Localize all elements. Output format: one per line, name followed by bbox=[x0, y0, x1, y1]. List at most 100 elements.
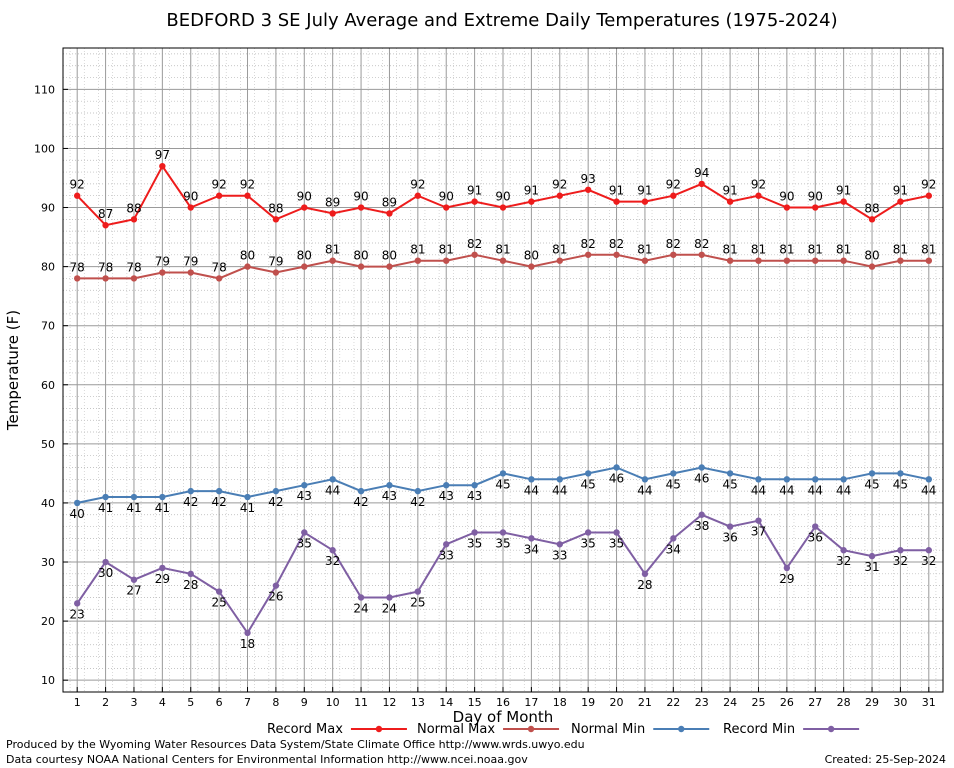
data-label: 92 bbox=[240, 178, 255, 192]
data-point bbox=[215, 192, 223, 199]
data-point bbox=[102, 493, 109, 501]
data-point bbox=[443, 541, 450, 548]
data-point bbox=[556, 541, 563, 548]
data-point bbox=[102, 275, 109, 282]
x-tick-label: 5 bbox=[187, 696, 194, 709]
data-label: 44 bbox=[524, 483, 539, 497]
data-point bbox=[925, 192, 933, 199]
data-point bbox=[159, 564, 166, 572]
data-point bbox=[159, 269, 166, 276]
data-point bbox=[187, 204, 194, 211]
data-label: 78 bbox=[70, 260, 85, 274]
data-point bbox=[301, 482, 308, 489]
data-label: 91 bbox=[836, 184, 851, 198]
data-point bbox=[499, 257, 507, 264]
data-point bbox=[187, 570, 194, 578]
data-label: 24 bbox=[353, 601, 368, 615]
data-label: 45 bbox=[722, 477, 737, 491]
data-label: 28 bbox=[637, 578, 652, 592]
data-label: 81 bbox=[751, 243, 766, 257]
data-point bbox=[528, 535, 535, 542]
data-label: 91 bbox=[467, 184, 482, 198]
data-point bbox=[443, 204, 450, 211]
data-label: 81 bbox=[722, 243, 737, 257]
data-label: 80 bbox=[864, 249, 879, 263]
legend: Record Max Normal Max Normal Min Record Min bbox=[267, 722, 860, 737]
data-label: 32 bbox=[921, 554, 936, 568]
x-tick-label: 31 bbox=[922, 696, 936, 709]
data-label: 35 bbox=[467, 536, 482, 550]
x-tick-label: 20 bbox=[610, 696, 624, 709]
data-label: 45 bbox=[666, 477, 681, 491]
data-label: 80 bbox=[524, 249, 539, 263]
data-point bbox=[925, 257, 933, 264]
data-label: 87 bbox=[98, 207, 113, 221]
data-label: 80 bbox=[353, 249, 368, 263]
data-point bbox=[670, 470, 677, 477]
data-point bbox=[641, 257, 649, 264]
data-label: 89 bbox=[325, 195, 340, 209]
data-label: 28 bbox=[183, 578, 198, 592]
x-tick-label: 27 bbox=[808, 696, 822, 709]
data-point bbox=[613, 251, 620, 258]
data-point bbox=[613, 198, 620, 205]
data-label: 91 bbox=[609, 184, 624, 198]
data-label: 82 bbox=[581, 237, 596, 251]
data-label: 33 bbox=[439, 548, 454, 562]
data-label: 41 bbox=[240, 501, 255, 515]
data-label: 31 bbox=[864, 560, 879, 574]
data-label: 79 bbox=[183, 255, 198, 269]
data-label: 42 bbox=[183, 495, 198, 509]
y-tick-label: 30 bbox=[41, 556, 55, 569]
x-tick-label: 9 bbox=[301, 696, 308, 709]
data-label: 91 bbox=[893, 184, 908, 198]
data-point bbox=[329, 210, 336, 217]
data-point bbox=[471, 251, 478, 258]
data-label: 81 bbox=[439, 243, 454, 257]
data-label: 44 bbox=[637, 483, 652, 497]
data-point bbox=[584, 251, 592, 258]
data-point bbox=[187, 487, 194, 495]
data-label: 33 bbox=[552, 548, 567, 562]
data-label: 80 bbox=[382, 249, 397, 263]
data-label: 32 bbox=[325, 554, 340, 568]
data-point bbox=[102, 222, 109, 229]
data-point bbox=[897, 547, 904, 554]
data-point bbox=[244, 493, 251, 501]
data-label: 29 bbox=[155, 572, 170, 586]
y-tick-label: 20 bbox=[41, 615, 55, 628]
x-tick-label: 10 bbox=[326, 696, 340, 709]
data-point bbox=[670, 535, 677, 542]
data-label: 44 bbox=[325, 483, 340, 497]
data-label: 29 bbox=[779, 572, 794, 586]
data-label: 44 bbox=[836, 483, 851, 497]
data-label: 41 bbox=[155, 501, 170, 515]
data-label: 43 bbox=[467, 489, 482, 503]
y-tick-label: 90 bbox=[41, 202, 55, 215]
x-tick-label: 19 bbox=[581, 696, 595, 709]
data-label: 26 bbox=[268, 590, 283, 604]
data-point bbox=[897, 470, 904, 477]
data-point bbox=[386, 482, 393, 489]
data-point bbox=[584, 186, 592, 193]
data-point bbox=[386, 594, 393, 601]
data-label: 90 bbox=[183, 190, 198, 204]
x-tick-label: 23 bbox=[695, 696, 709, 709]
data-label: 79 bbox=[268, 255, 283, 269]
data-point bbox=[471, 198, 478, 205]
data-point bbox=[159, 493, 166, 501]
y-tick-label: 50 bbox=[41, 438, 55, 451]
data-point bbox=[812, 523, 819, 530]
data-label: 44 bbox=[808, 483, 823, 497]
data-point bbox=[130, 216, 138, 223]
legend-item: Record Max bbox=[267, 722, 407, 737]
data-point bbox=[528, 263, 535, 270]
data-label: 80 bbox=[297, 249, 312, 263]
legend-label: Normal Max bbox=[417, 722, 495, 737]
data-label: 90 bbox=[353, 190, 368, 204]
data-point bbox=[783, 564, 791, 572]
data-point bbox=[272, 487, 280, 495]
x-tick-label: 3 bbox=[130, 696, 137, 709]
data-point bbox=[329, 476, 336, 483]
